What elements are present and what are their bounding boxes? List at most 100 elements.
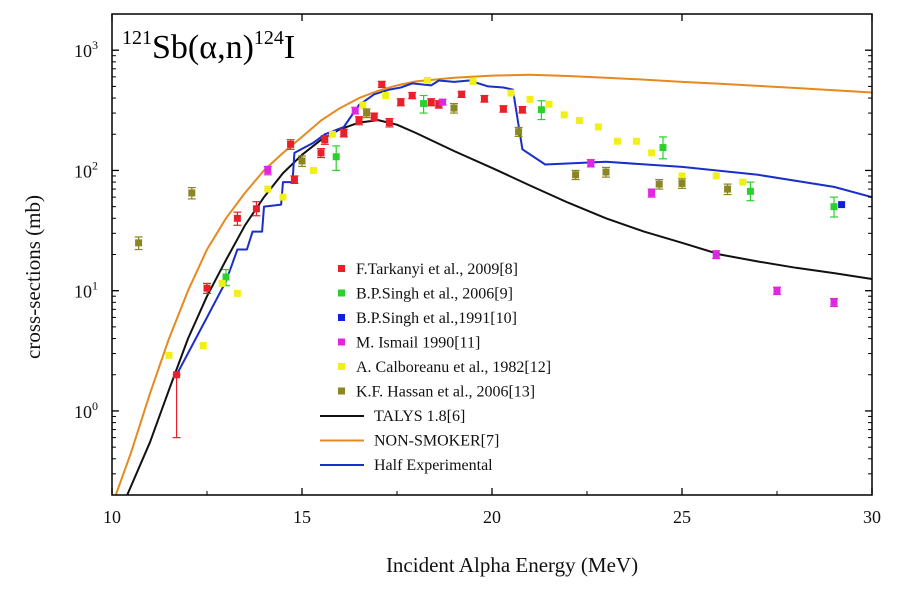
data-point (222, 273, 230, 281)
series-points-5 (165, 76, 747, 359)
x-tick-label: 10 (103, 507, 121, 527)
legend-label: M. Ismail 1990[11] (356, 335, 480, 352)
plot-area (112, 14, 872, 495)
data-point (321, 136, 329, 144)
data-point (469, 77, 477, 85)
title-middle: ,n) (217, 29, 254, 66)
data-point (773, 287, 781, 295)
data-point (515, 128, 523, 136)
legend-marker (338, 363, 345, 370)
data-point (587, 159, 595, 167)
data-point (355, 117, 363, 125)
data-point (746, 187, 754, 195)
data-point (173, 371, 181, 379)
data-point (332, 153, 340, 161)
data-point (838, 201, 846, 209)
y-tick-label: 100 (74, 399, 98, 422)
data-point (397, 98, 405, 106)
data-point (290, 176, 298, 184)
legend-marker (338, 338, 345, 346)
data-point (602, 168, 610, 176)
title-product: I (284, 29, 295, 66)
data-point (712, 172, 720, 180)
data-point (199, 342, 207, 350)
data-point (218, 279, 226, 287)
legend: F.Tarkanyi et al., 2009[8] B.P.Singh et a… (320, 261, 551, 474)
data-point (382, 92, 390, 100)
data-point (264, 166, 272, 174)
data-point (458, 90, 466, 98)
data-point (632, 137, 640, 145)
data-point (370, 113, 378, 121)
legend-label: K.F. Hassan et al., 2006[13] (356, 384, 535, 401)
data-point (359, 101, 367, 109)
data-point (165, 351, 173, 359)
x-tick-label: 15 (293, 507, 311, 527)
x-tick-label: 20 (483, 507, 501, 527)
data-point (613, 137, 621, 145)
data-point (287, 140, 295, 148)
legend-label: F.Tarkanyi et al., 2009[8] (356, 261, 518, 278)
data-point (507, 89, 515, 97)
series-points-1 (172, 80, 527, 439)
title-target: Sb( (152, 29, 199, 66)
data-point (537, 106, 545, 114)
data-point (363, 109, 371, 117)
plot-background (112, 14, 872, 495)
legend-label: A. Calboreanu et al., 1982[12] (356, 359, 551, 376)
data-point (594, 123, 602, 131)
data-point (203, 284, 211, 292)
series-points-4 (263, 98, 838, 308)
y-tick-label: 101 (74, 279, 98, 302)
data-point (435, 100, 443, 108)
data-point (572, 171, 580, 179)
x-tick-label: 25 (673, 507, 691, 527)
data-point (518, 106, 526, 114)
series-points-2 (222, 94, 838, 287)
data-point (252, 205, 260, 213)
data-point (135, 239, 143, 247)
y-tick-label: 102 (74, 158, 98, 181)
data-point (408, 92, 416, 100)
data-point (309, 166, 317, 174)
data-point (385, 119, 393, 127)
legend-label: NON-SMOKER[7] (374, 433, 499, 450)
data-point (830, 298, 838, 306)
data-point (233, 289, 241, 297)
y-tick-label: 103 (74, 38, 98, 61)
data-point (712, 251, 720, 258)
data-point (545, 100, 553, 108)
data-point (648, 149, 656, 157)
legend-marker (338, 314, 345, 321)
data-point (526, 95, 534, 103)
axes: 10 15 20 25 30 100 101 102 103 (74, 13, 881, 527)
x-axis-label: Incident Alpha Energy (MeV) (386, 553, 638, 577)
legend-label: B.P.Singh et al.,1991[10] (356, 310, 517, 327)
legend-marker (338, 289, 345, 297)
legend-marker (338, 265, 345, 272)
series-points-3 (838, 201, 846, 209)
data-point (724, 185, 732, 193)
data-point (233, 214, 241, 222)
legend-label: B.P.Singh et al., 2006[9] (356, 286, 513, 303)
data-point (678, 172, 686, 180)
data-points (134, 76, 846, 439)
data-point (655, 180, 663, 188)
data-point (423, 76, 431, 84)
data-point (328, 130, 336, 138)
data-point (279, 193, 287, 201)
data-point (264, 185, 272, 193)
series-line-non-smoker-7 (114, 73, 872, 495)
data-point (340, 129, 348, 137)
y-axis-label: cross-sections (mb) (21, 195, 45, 359)
chart-title: 121Sb(α,n)124I (122, 27, 295, 66)
data-point (560, 111, 568, 119)
data-point (648, 189, 656, 197)
data-point (317, 149, 325, 157)
data-point (427, 98, 435, 106)
legend-marker (338, 387, 345, 395)
data-point (830, 203, 838, 211)
legend-label: TALYS 1.8[6] (374, 408, 465, 425)
x-tick-label: 30 (863, 507, 881, 527)
